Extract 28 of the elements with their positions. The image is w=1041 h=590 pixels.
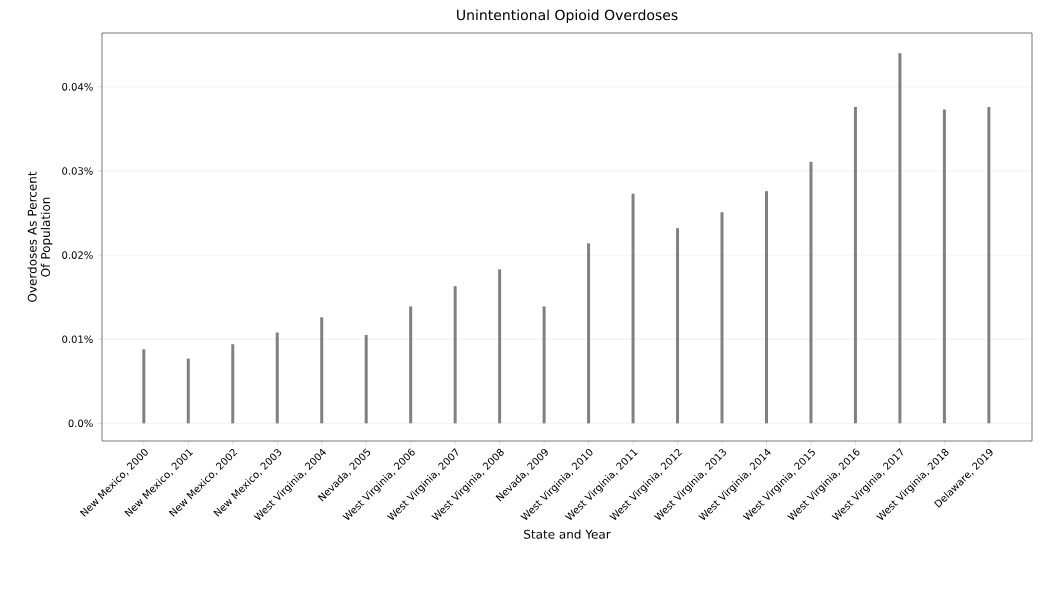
bar (676, 228, 680, 424)
bar (142, 349, 146, 424)
bar (453, 286, 457, 424)
bar (898, 53, 902, 424)
y-tick-label: 0.0% (68, 419, 93, 428)
y-tick-label: 0.03% (62, 167, 93, 175)
bar (320, 317, 324, 424)
bar (853, 107, 857, 424)
bar (809, 161, 813, 424)
bar (186, 358, 190, 424)
bar (587, 243, 591, 424)
bar (231, 344, 235, 424)
x-axis-title: State and Year (524, 529, 611, 539)
bar (987, 107, 991, 424)
bar (764, 191, 768, 424)
bar (498, 269, 502, 424)
y-tick-label: 0.04% (62, 83, 93, 91)
y-tick-label: 0.02% (62, 251, 93, 259)
chart-title: Unintentional Opioid Overdoses (457, 9, 678, 23)
bar (275, 332, 279, 424)
y-tick-label: 0.01% (62, 335, 93, 343)
bar (542, 306, 546, 424)
bar (631, 193, 635, 424)
y-axis-title: Overdoses As Percent Of Population (27, 171, 53, 302)
bar (409, 306, 413, 424)
bar (720, 212, 724, 424)
bar (942, 109, 946, 424)
bar (364, 335, 368, 424)
